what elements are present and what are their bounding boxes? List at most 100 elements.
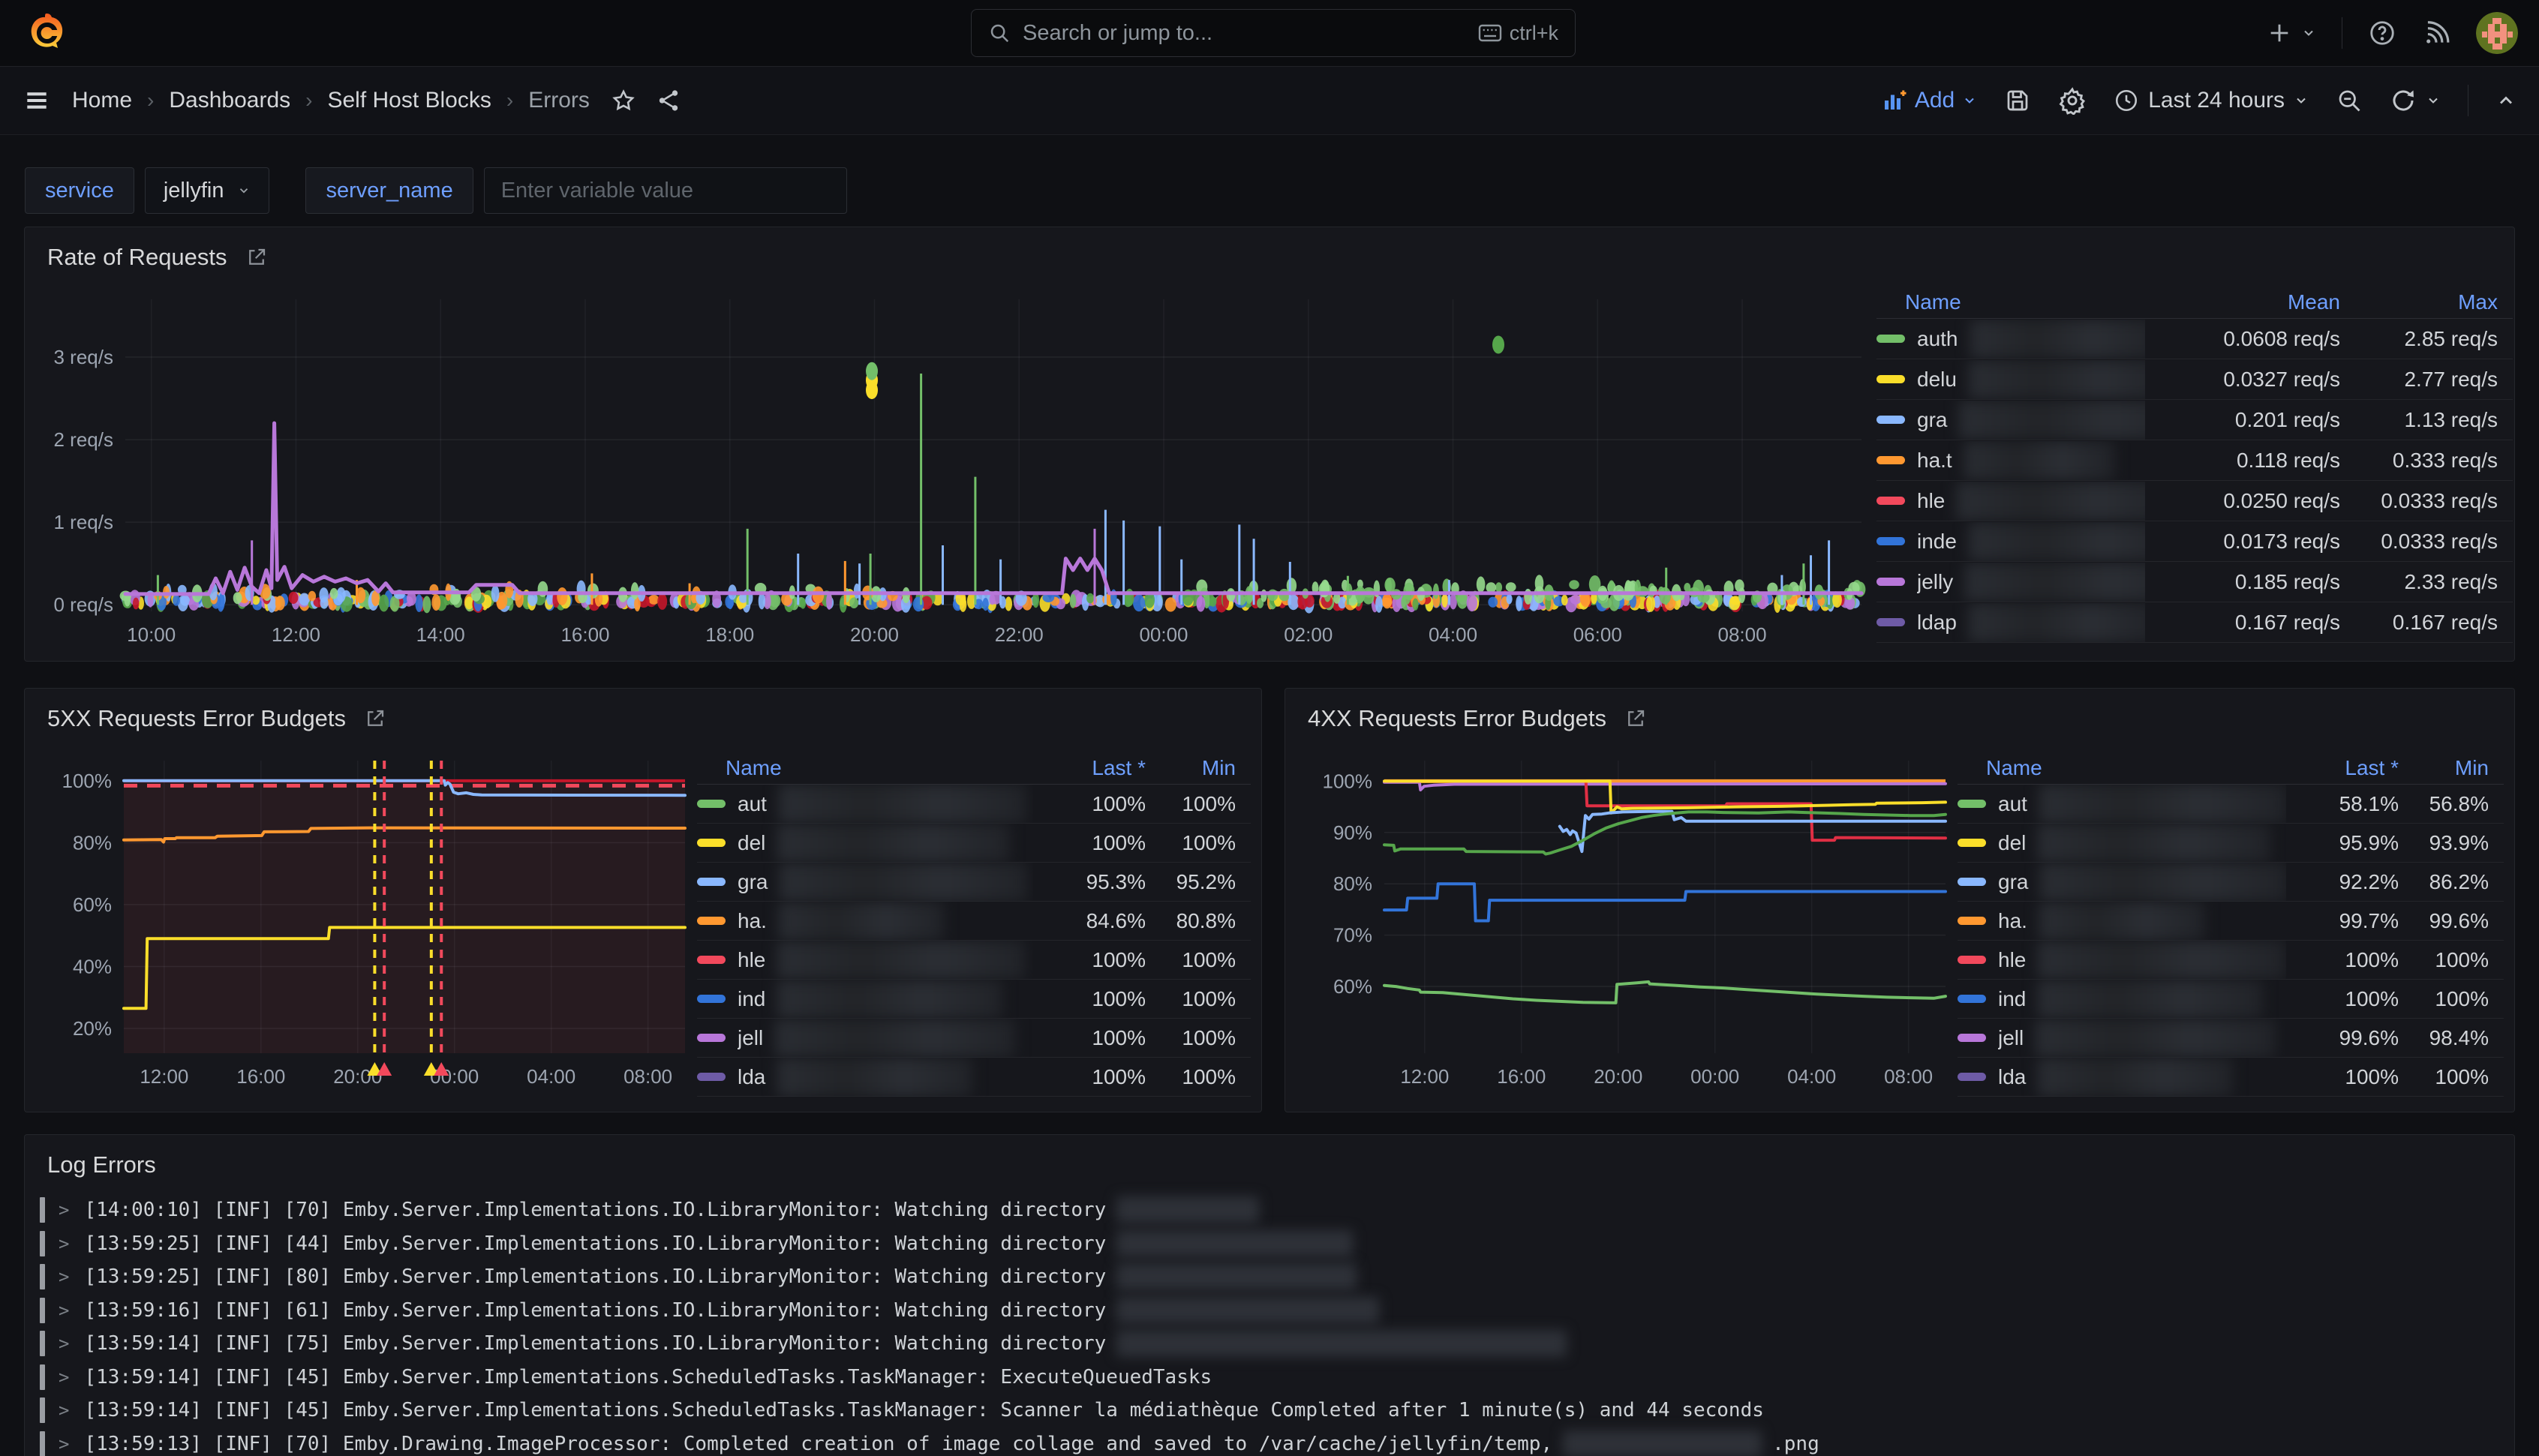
expand-caret-icon[interactable]: > bbox=[59, 1266, 70, 1288]
panel-title[interactable]: Log Errors bbox=[47, 1151, 156, 1178]
panel-title[interactable]: Rate of Requests bbox=[47, 244, 268, 271]
breadcrumb-item-self-host-blocks[interactable]: Self Host Blocks bbox=[327, 88, 491, 113]
series-value-2: 80.8% bbox=[1176, 908, 1236, 932]
svg-text:06:00: 06:00 bbox=[1573, 623, 1622, 646]
log-level-bar bbox=[40, 1297, 45, 1323]
log-row[interactable]: > [13:59:14] [INF] [45] Emby.Server.Impl… bbox=[37, 1394, 2502, 1427]
breadcrumb-item-errors[interactable]: Errors bbox=[528, 88, 590, 113]
variable-server-input[interactable] bbox=[483, 167, 847, 214]
legend-header-name[interactable]: Name bbox=[1905, 290, 1961, 314]
legend-row[interactable]: hle 100% 100% bbox=[697, 940, 1251, 980]
legend-row[interactable]: delu 0.0327 req/s 2.77 req/s bbox=[1876, 359, 2513, 400]
series-name: ha.t bbox=[1917, 440, 2145, 480]
legend-row[interactable]: jell 100% 100% bbox=[697, 1018, 1251, 1058]
series-value-2: 1.13 req/s bbox=[2404, 407, 2498, 431]
svg-text:20%: 20% bbox=[73, 1017, 112, 1040]
legend-header-name[interactable]: Name bbox=[726, 755, 782, 779]
expand-caret-icon[interactable]: > bbox=[59, 1333, 70, 1355]
legend-header-col1[interactable]: Last * bbox=[2345, 755, 2399, 779]
expand-caret-icon[interactable]: > bbox=[59, 1400, 70, 1421]
legend-header-col2[interactable]: Max bbox=[2458, 290, 2498, 314]
legend-row[interactable]: hle 100% 100% bbox=[1958, 940, 2504, 980]
legend-row[interactable]: ha. 84.6% 80.8% bbox=[697, 901, 1251, 941]
expand-caret-icon[interactable]: > bbox=[59, 1366, 70, 1388]
log-row[interactable]: > [13:59:14] [INF] [45] Emby.Server.Impl… bbox=[37, 1361, 2502, 1394]
legend-header-col1[interactable]: Last * bbox=[1092, 755, 1146, 779]
redacted-text bbox=[1968, 521, 2145, 561]
legend-row[interactable]: ind 100% 100% bbox=[1958, 979, 2504, 1019]
series-swatch bbox=[1876, 497, 1905, 505]
legend-row[interactable]: aut 100% 100% bbox=[697, 784, 1251, 824]
legend-header-col2[interactable]: Min bbox=[2454, 755, 2489, 779]
legend-row[interactable]: ind 100% 100% bbox=[697, 979, 1251, 1019]
help-icon[interactable] bbox=[2368, 19, 2396, 47]
expand-caret-icon[interactable]: > bbox=[59, 1232, 70, 1254]
series-swatch bbox=[697, 800, 726, 808]
user-avatar[interactable] bbox=[2476, 12, 2518, 54]
legend-row[interactable]: hle 0.0250 req/s 0.0333 req/s bbox=[1876, 481, 2513, 521]
expand-caret-icon[interactable]: > bbox=[59, 1433, 70, 1454]
series-swatch bbox=[1958, 917, 1986, 925]
legend-header-col2[interactable]: Min bbox=[1201, 755, 1236, 779]
log-row[interactable]: > [13:59:13] [INF] [70] Emby.Drawing.Ima… bbox=[37, 1427, 2502, 1456]
log-row[interactable]: > [13:59:25] [INF] [80] Emby.Server.Impl… bbox=[37, 1260, 2502, 1294]
share-icon[interactable] bbox=[656, 88, 681, 113]
grafana-logo-icon[interactable] bbox=[26, 11, 68, 56]
refresh-button[interactable] bbox=[2390, 87, 2441, 114]
expand-caret-icon[interactable]: > bbox=[59, 1199, 70, 1221]
log-level-bar bbox=[40, 1331, 45, 1357]
legend-row[interactable]: aut 58.1% 56.8% bbox=[1958, 784, 2504, 824]
search-input[interactable]: Search or jump to... ctrl+k bbox=[971, 9, 1576, 57]
topnav-actions bbox=[2267, 0, 2518, 66]
legend-row[interactable]: gra 95.3% 95.2% bbox=[697, 862, 1251, 902]
legend-row[interactable]: ha. 99.7% 99.6% bbox=[1958, 901, 2504, 941]
time-range-picker[interactable]: Last 24 hours bbox=[2114, 88, 2309, 113]
legend-row[interactable]: del 95.9% 93.9% bbox=[1958, 823, 2504, 863]
legend-header-name[interactable]: Name bbox=[1986, 755, 2042, 779]
add-button[interactable]: Add bbox=[1880, 87, 1977, 114]
legend-row[interactable]: jelly 0.185 req/s 2.33 req/s bbox=[1876, 562, 2513, 602]
legend-header-col1[interactable]: Mean bbox=[2287, 290, 2340, 314]
legend-row[interactable]: gra 0.201 req/s 1.13 req/s bbox=[1876, 400, 2513, 440]
news-icon[interactable] bbox=[2422, 19, 2450, 47]
breadcrumb-item-home[interactable]: Home bbox=[72, 88, 133, 113]
expand-caret-icon[interactable]: > bbox=[59, 1299, 70, 1321]
legend-row[interactable]: ha.t 0.118 req/s 0.333 req/s bbox=[1876, 440, 2513, 481]
series-name: auth bbox=[1917, 319, 2145, 359]
zoom-out-icon[interactable] bbox=[2336, 87, 2363, 114]
log-row[interactable]: > [13:59:16] [INF] [61] Emby.Server.Impl… bbox=[37, 1294, 2502, 1328]
series-swatch bbox=[1958, 1073, 1986, 1081]
5xx-error-budgets-chart[interactable]: 12:00 16:00 20:00 00:00 04:00 08:0020%40%60%8… bbox=[35, 752, 690, 1091]
legend-row[interactable]: ldap 0.167 req/s 0.167 req/s bbox=[1876, 602, 2513, 643]
variable-service-value[interactable]: jellyfin bbox=[144, 167, 270, 214]
legend-row[interactable]: inde 0.0173 req/s 0.0333 req/s bbox=[1876, 521, 2513, 562]
log-row[interactable]: > [14:00:10] [INF] [70] Emby.Server.Impl… bbox=[37, 1193, 2502, 1227]
external-link-icon[interactable] bbox=[364, 707, 386, 730]
series-swatch bbox=[1876, 375, 1905, 383]
legend-row[interactable]: lda 100% 100% bbox=[1958, 1057, 2504, 1097]
legend-row[interactable]: auth 0.0608 req/s 2.85 req/s bbox=[1876, 319, 2513, 359]
star-icon[interactable] bbox=[611, 88, 636, 113]
legend-row[interactable]: del 100% 100% bbox=[697, 823, 1251, 863]
legend-row[interactable]: jell 99.6% 98.4% bbox=[1958, 1018, 2504, 1058]
external-link-icon[interactable] bbox=[245, 246, 268, 269]
new-menu-button[interactable] bbox=[2267, 20, 2316, 46]
save-icon[interactable] bbox=[2004, 87, 2031, 114]
4xx-error-budgets-chart[interactable]: 12:00 16:00 20:00 00:00 04:00 08:00 60% 70% 80% 9… bbox=[1296, 752, 1950, 1091]
log-list: > [14:00:10] [INF] [70] Emby.Server.Impl… bbox=[37, 1193, 2502, 1456]
legend-row[interactable]: lda 100% 100% bbox=[697, 1057, 1251, 1097]
menu-icon[interactable] bbox=[23, 86, 51, 115]
svg-text:40%: 40% bbox=[73, 955, 112, 977]
collapse-up-icon[interactable] bbox=[2495, 90, 2516, 111]
series-swatch bbox=[697, 1034, 726, 1042]
rate-of-requests-chart[interactable]: 10:00 12:00 14:00 16:00 18:00 20:00 22:00 00:00… bbox=[35, 292, 1866, 650]
legend-row[interactable]: gra 92.2% 86.2% bbox=[1958, 862, 2504, 902]
panel-title[interactable]: 5XX Requests Error Budgets bbox=[47, 705, 386, 732]
log-row[interactable]: > [13:59:14] [INF] [75] Emby.Server.Impl… bbox=[37, 1327, 2502, 1361]
external-link-icon[interactable] bbox=[1624, 707, 1647, 730]
panel-title[interactable]: 4XX Requests Error Budgets bbox=[1308, 705, 1647, 732]
breadcrumb-item-dashboards[interactable]: Dashboards bbox=[169, 88, 291, 113]
settings-icon[interactable] bbox=[2058, 86, 2087, 115]
log-row[interactable]: > [13:59:25] [INF] [44] Emby.Server.Impl… bbox=[37, 1227, 2502, 1261]
series-value-2: 100% bbox=[1182, 791, 1236, 815]
